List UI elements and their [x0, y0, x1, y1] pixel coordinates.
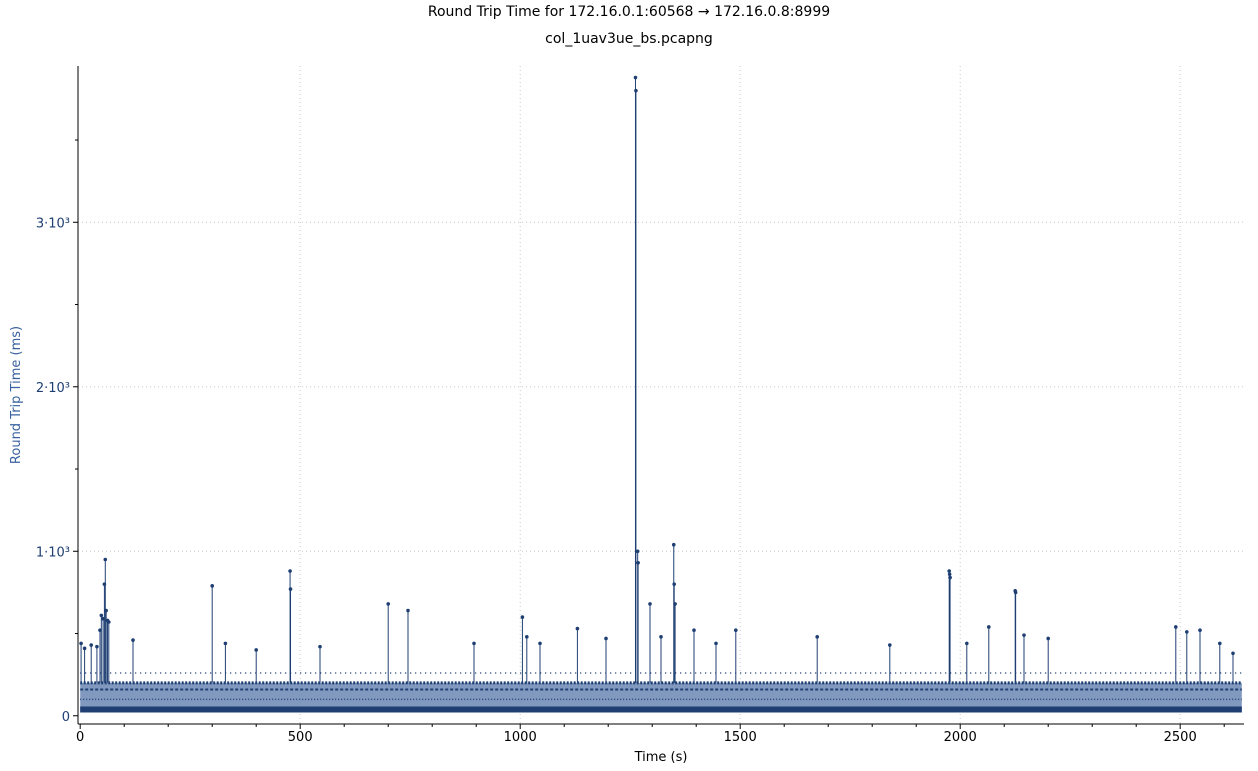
rtt-data-point [635, 549, 640, 554]
rtt-data-point [965, 641, 969, 646]
rtt-data-point [947, 569, 951, 573]
rtt-data-point [575, 626, 580, 631]
chart-subtitle: col_1uav3ue_bs.pcapng [545, 31, 713, 47]
x-tick-label: 2500 [1164, 730, 1197, 745]
rtt-data-point [104, 608, 108, 613]
rtt-data-point [288, 587, 293, 591]
x-axis-label: Time (s) [634, 750, 688, 765]
rtt-data-point [1218, 641, 1222, 646]
rtt-data-point [634, 88, 638, 93]
rtt-data-point [633, 75, 638, 80]
rtt-data-point [82, 646, 87, 651]
x-tick-label: 500 [288, 730, 313, 745]
rtt-data-point [673, 602, 677, 606]
rtt-data-point [1022, 633, 1026, 637]
rtt-data-point [520, 615, 525, 619]
axes [77, 66, 1244, 725]
y-tick-label: 2·10³ [36, 381, 70, 396]
x-tick-label: 1000 [504, 730, 537, 745]
rtt-data-point [948, 575, 952, 580]
rtt-data-point [99, 613, 104, 618]
rtt-data-point [1231, 651, 1235, 656]
rtt-data-point [1046, 636, 1050, 641]
rtt-data-point [1185, 630, 1189, 634]
rtt-data-point [386, 602, 391, 606]
rtt-data-point [89, 643, 93, 647]
rtt-data-point [604, 636, 608, 641]
rtt-data-point [538, 641, 542, 646]
rtt-data-point [525, 635, 529, 639]
rtt-data-point [636, 560, 640, 565]
rtt-data-point [107, 620, 111, 624]
rtt-data-point [103, 557, 108, 562]
chart-title: Round Trip Time for 172.16.0.1:60568 → 1… [427, 4, 831, 20]
rtt-data-point [734, 628, 738, 633]
rtt-data-point [472, 641, 476, 646]
rtt-data-point [947, 572, 952, 577]
rtt-data-point [95, 644, 99, 649]
rtt-data-point [714, 641, 718, 646]
rtt-data-point [692, 628, 696, 633]
y-tick-label: 0 [62, 710, 70, 725]
rtt-baseline-band [80, 672, 1242, 713]
rtt-data-point [254, 648, 258, 652]
rtt-band-floor [80, 706, 1242, 713]
rtt-data-point [288, 569, 292, 573]
x-tick-label: 1500 [724, 730, 757, 745]
x-tick-label: 2000 [944, 730, 977, 745]
grid-lines [78, 66, 1244, 724]
y-tick-label: 1·10³ [36, 545, 70, 560]
rtt-data-point [648, 602, 652, 606]
x-tick-label: 0 [76, 730, 84, 745]
rtt-data-point [815, 635, 819, 639]
rtt-data-point [223, 641, 228, 646]
rtt-data-point [671, 542, 676, 547]
y-axis-ticks: 0 1·10³ 2·10³ 3·10³ [36, 139, 78, 725]
rtt-data-point [987, 625, 991, 629]
rtt-data-point [888, 643, 892, 647]
x-axis-ticks: 0 500 1000 1500 2000 2500 [76, 724, 1225, 745]
rtt-data-point [1013, 590, 1018, 595]
rtt-data-point [1198, 628, 1202, 633]
rtt-data-point [318, 644, 322, 649]
rtt-data-point [672, 582, 676, 586]
rtt-data-point [406, 608, 410, 613]
rtt-data-point [131, 638, 135, 642]
y-axis-label: Round Trip Time (ms) [9, 326, 24, 464]
y-tick-label: 3·10³ [36, 216, 70, 231]
rtt-spikes [79, 75, 1235, 683]
rtt-data-point [659, 635, 663, 639]
rtt-data-point [79, 641, 83, 646]
rtt-data-point [1174, 625, 1178, 629]
rtt-data-point [210, 584, 214, 588]
